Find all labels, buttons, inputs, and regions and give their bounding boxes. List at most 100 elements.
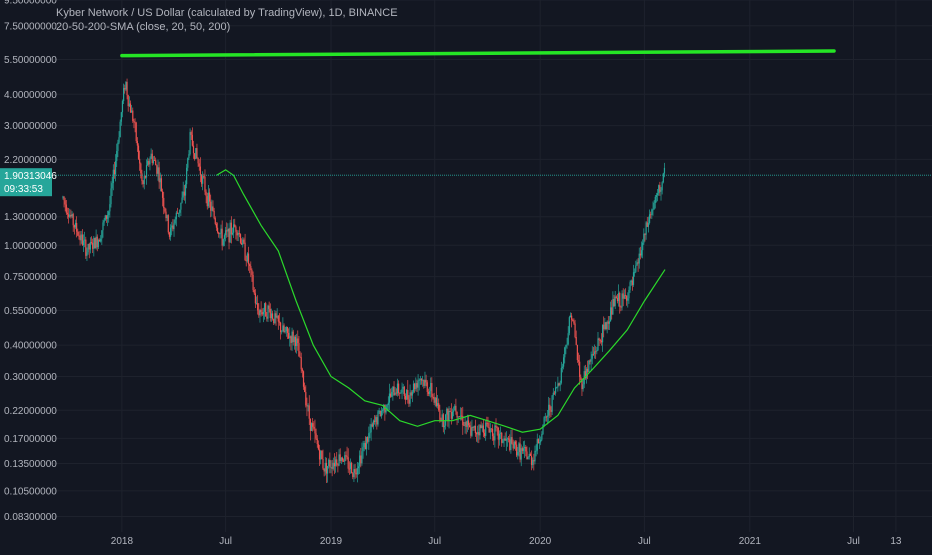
candle-body bbox=[271, 313, 274, 319]
candle-body bbox=[546, 415, 549, 417]
candle-body bbox=[404, 396, 407, 400]
candle-body bbox=[324, 462, 326, 472]
candle-body bbox=[64, 200, 66, 205]
candle-body bbox=[313, 426, 315, 429]
candle-body bbox=[168, 232, 171, 237]
candle-body bbox=[318, 449, 321, 460]
candle-body bbox=[380, 410, 383, 417]
candle-body bbox=[528, 453, 530, 458]
candle-body bbox=[347, 457, 349, 469]
candle-body bbox=[612, 299, 614, 315]
candle-body bbox=[383, 404, 385, 411]
candle-body bbox=[341, 457, 344, 461]
candle-body bbox=[96, 236, 98, 248]
candle-body bbox=[377, 411, 379, 425]
candle-body bbox=[317, 444, 320, 450]
candle-body bbox=[89, 242, 91, 250]
candle-body bbox=[464, 422, 466, 426]
candle-body bbox=[309, 418, 311, 431]
candle-body bbox=[147, 161, 149, 166]
candle-body bbox=[340, 457, 342, 461]
candle-body bbox=[131, 110, 133, 113]
candle-body bbox=[188, 154, 190, 159]
candle-body bbox=[73, 225, 75, 228]
candle-body bbox=[540, 439, 542, 443]
candle-body bbox=[88, 243, 90, 250]
candle-body bbox=[640, 250, 643, 256]
candle-body bbox=[85, 239, 87, 256]
candle-body bbox=[384, 404, 386, 413]
candle-body bbox=[169, 227, 172, 237]
trend-line[interactable] bbox=[120, 49, 836, 58]
indicator-label[interactable]: 20-50-200-SMA (close, 20, 50, 200) bbox=[56, 21, 231, 33]
candle-body bbox=[238, 232, 240, 235]
candle-body bbox=[521, 448, 523, 451]
candle-body bbox=[388, 393, 391, 403]
candle-body bbox=[93, 238, 95, 249]
candle-body bbox=[434, 397, 436, 403]
candle-body bbox=[407, 390, 409, 400]
candle-body bbox=[237, 232, 239, 236]
y-tick-label: 9.50000000 bbox=[4, 0, 57, 7]
candle-body bbox=[76, 222, 78, 232]
candle-body bbox=[137, 145, 140, 159]
candle-body bbox=[474, 425, 476, 434]
candle-body bbox=[206, 196, 208, 207]
candle-body bbox=[228, 228, 230, 243]
candle-body bbox=[284, 331, 286, 333]
candle-body bbox=[660, 190, 662, 192]
candle-body bbox=[467, 420, 470, 426]
candle-body bbox=[356, 468, 358, 475]
x-tick-label: Jul bbox=[219, 536, 232, 547]
y-tick-label: 0.55000000 bbox=[4, 306, 57, 317]
candle-body bbox=[315, 433, 317, 439]
candle-body bbox=[316, 438, 318, 445]
candle-body bbox=[557, 383, 559, 388]
candle-body bbox=[339, 454, 341, 461]
candle-body bbox=[590, 358, 592, 362]
symbol-title[interactable]: Kyber Network / US Dollar (calculated by… bbox=[56, 7, 398, 19]
candle-body bbox=[548, 404, 550, 416]
candle-body bbox=[462, 416, 464, 426]
candle-body bbox=[296, 338, 298, 346]
candle-body bbox=[355, 472, 357, 475]
candle-body bbox=[471, 426, 473, 436]
candle-body bbox=[475, 433, 478, 435]
candle-body bbox=[266, 316, 268, 319]
candle-body bbox=[94, 238, 96, 249]
candle-body bbox=[551, 395, 553, 412]
candle-body bbox=[419, 378, 421, 380]
candle-body bbox=[508, 438, 510, 440]
candle-body bbox=[624, 295, 627, 297]
candle-body bbox=[554, 387, 557, 394]
candle-body bbox=[132, 110, 134, 121]
candle-body bbox=[415, 383, 417, 390]
candle-body bbox=[233, 224, 235, 233]
candle-body bbox=[212, 206, 214, 211]
candle-body bbox=[401, 388, 403, 393]
x-tick-label: Jul bbox=[638, 536, 651, 547]
candle-body bbox=[314, 428, 316, 434]
candle-body bbox=[226, 230, 228, 232]
candle-body bbox=[391, 391, 393, 397]
y-tick-label: 0.40000000 bbox=[4, 341, 57, 352]
candle-body bbox=[191, 134, 193, 146]
candle-body bbox=[247, 253, 250, 265]
candle-body bbox=[364, 443, 366, 450]
candle-body bbox=[370, 424, 372, 433]
candle-body bbox=[116, 151, 118, 161]
candle-body bbox=[181, 197, 183, 203]
candle-body bbox=[291, 331, 293, 343]
candle-body bbox=[304, 386, 306, 393]
candle-body bbox=[498, 433, 501, 440]
candle-body bbox=[549, 404, 551, 411]
candle-body bbox=[433, 397, 435, 403]
candle-body bbox=[92, 242, 94, 249]
candle-body bbox=[395, 392, 397, 394]
candle-body bbox=[71, 214, 73, 217]
candle-body bbox=[479, 425, 481, 436]
candle-body bbox=[227, 228, 229, 232]
candle-body bbox=[102, 222, 104, 231]
